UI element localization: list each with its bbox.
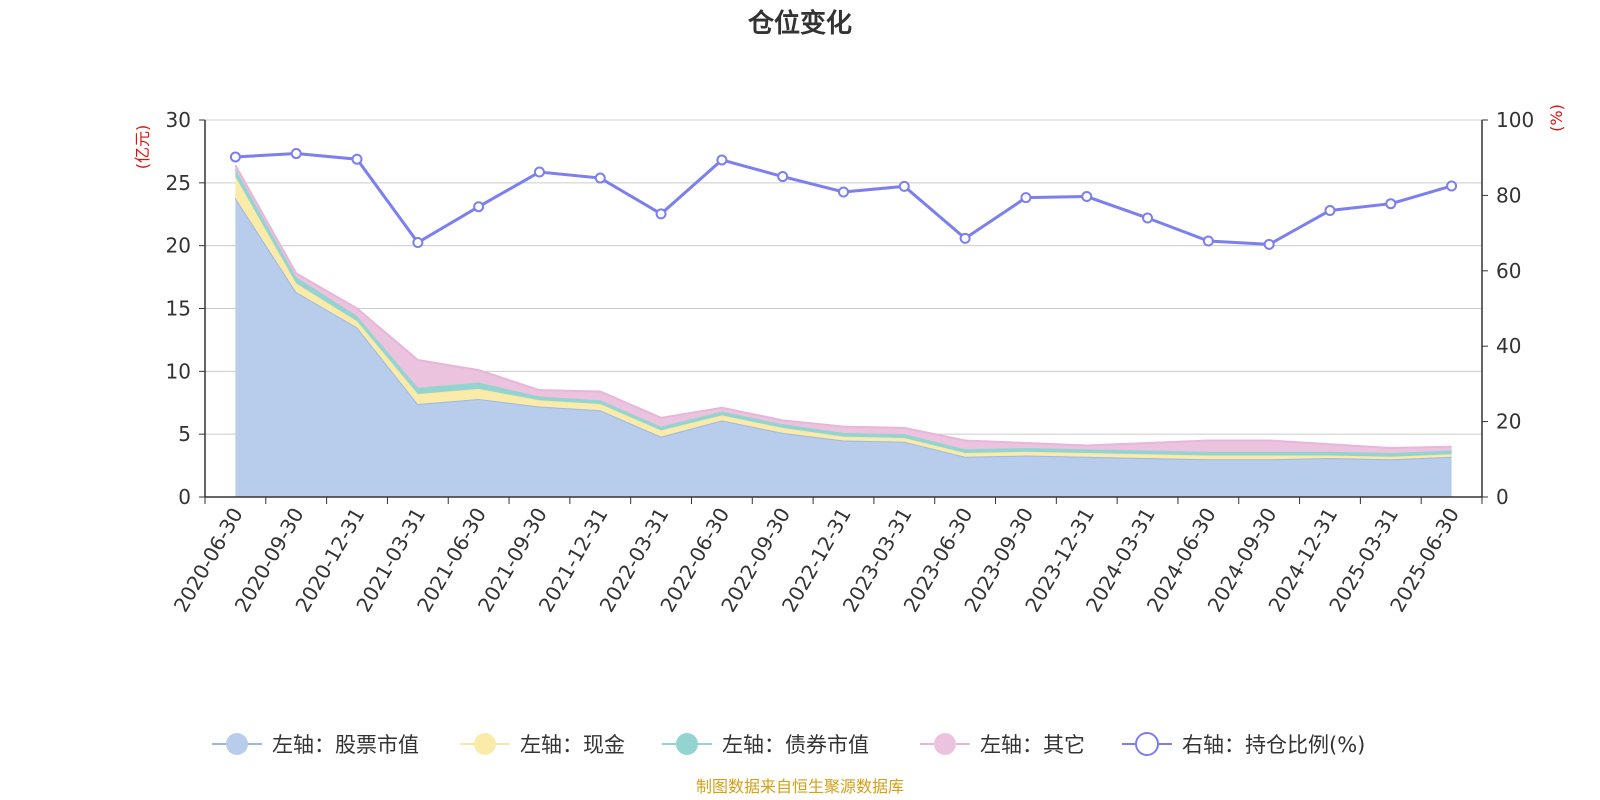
legend-circle-marker xyxy=(1135,732,1159,756)
ratio-point xyxy=(959,232,971,244)
ratio-point xyxy=(229,151,241,163)
legend-label: 左轴：债券市值 xyxy=(722,733,869,757)
source-note: 制图数据来自恒生聚源数据库 xyxy=(696,777,904,796)
left-axis-tick-label: 10 xyxy=(166,359,191,383)
ratio-point xyxy=(351,153,363,165)
right-axis-tick-label: 40 xyxy=(1496,334,1521,358)
legend-item-3[interactable]: 左轴：债券市值 xyxy=(662,733,869,757)
ratio-point xyxy=(1081,191,1093,203)
left-axis-unit: (亿元) xyxy=(133,125,152,170)
area-top-line-4 xyxy=(234,164,1452,449)
legend-item-4[interactable]: 左轴：其它 xyxy=(920,733,1085,757)
left-axis-tick-label: 15 xyxy=(166,297,191,321)
ratio-point xyxy=(1324,204,1336,216)
legend-item-5[interactable]: 右轴：持仓比例(%) xyxy=(1122,732,1365,757)
legend-label: 左轴：现金 xyxy=(520,733,625,757)
right-axis-tick-label: 60 xyxy=(1496,259,1521,283)
ratio-line-path xyxy=(235,152,1453,246)
legend-label: 右轴：持仓比例(%) xyxy=(1182,733,1365,757)
right-axis-unit: (%) xyxy=(1547,104,1566,132)
left-axis-tick-label: 20 xyxy=(166,234,191,258)
ratio-point xyxy=(716,154,728,166)
right-axis-tick-label: 100 xyxy=(1496,108,1534,132)
right-axis-tick-label: 0 xyxy=(1496,485,1509,509)
area-series-1 xyxy=(235,197,1452,497)
ratio-point xyxy=(1202,235,1214,247)
stacked-areas xyxy=(234,164,1452,497)
ratio-point xyxy=(777,171,789,183)
ratio-point xyxy=(594,172,606,184)
legend-circle-marker xyxy=(676,733,698,755)
legend-item-1[interactable]: 左轴：股票市值 xyxy=(212,733,419,757)
ratio-point xyxy=(655,208,667,220)
ratio-point xyxy=(898,180,910,192)
legend-item-2[interactable]: 左轴：现金 xyxy=(460,733,625,757)
legend-circle-marker xyxy=(226,733,248,755)
right-axis-tick-label: 20 xyxy=(1496,410,1521,434)
ratio-point xyxy=(1020,192,1032,204)
right-axis-tick-label: 80 xyxy=(1496,183,1521,207)
ratio-line xyxy=(229,148,1458,250)
ratio-point xyxy=(1446,180,1458,192)
left-axis-tick-label: 5 xyxy=(178,422,191,446)
legend-label: 左轴：股票市值 xyxy=(272,733,419,757)
chart-title: 仓位变化 xyxy=(747,8,852,39)
legend-circle-marker xyxy=(934,733,956,755)
ratio-point xyxy=(1385,198,1397,210)
legend[interactable]: 左轴：股票市值 左轴：现金 左轴：债券市值 左轴：其它 右轴：持仓比例(%) xyxy=(212,732,1365,757)
left-axis-tick-label: 25 xyxy=(166,171,191,195)
ratio-point xyxy=(1263,238,1275,250)
left-axis-tick-label: 0 xyxy=(178,485,191,509)
legend-label: 左轴：其它 xyxy=(980,733,1085,757)
left-axis-tick-label: 30 xyxy=(166,108,191,132)
ratio-point xyxy=(1142,212,1154,224)
ratio-point xyxy=(290,148,302,160)
ratio-point xyxy=(838,186,849,198)
ratio-point xyxy=(533,166,545,178)
ratio-point xyxy=(412,237,424,249)
ratio-point xyxy=(473,201,485,213)
legend-circle-marker xyxy=(474,733,496,755)
